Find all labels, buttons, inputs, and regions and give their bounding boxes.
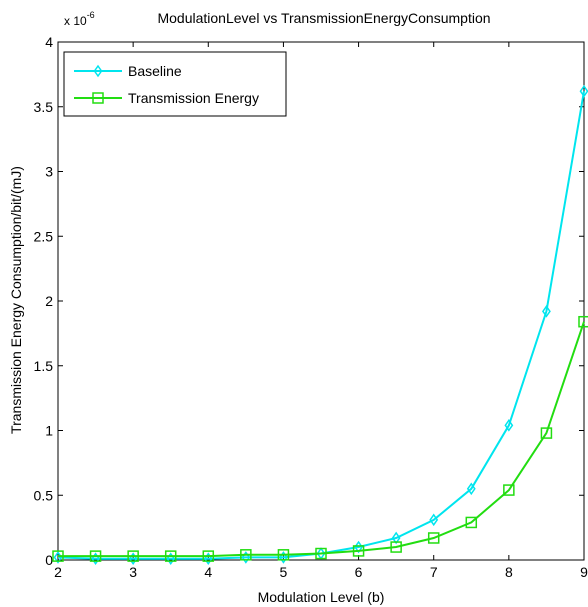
legend: Baseline Transmission Energy <box>63 51 287 117</box>
data-point <box>578 315 588 328</box>
y-tick-label: 0.5 <box>34 487 54 503</box>
legend-marker <box>92 92 104 104</box>
y-tick-label: 3 <box>45 164 53 180</box>
y-tick-label: 1.5 <box>34 358 54 374</box>
x-tick-label: 7 <box>430 564 438 580</box>
y-multiplier-exponent: -6 <box>87 10 95 20</box>
series-line <box>57 91 585 560</box>
series-layer <box>52 84 588 566</box>
data-point <box>240 549 252 561</box>
data-point <box>352 545 365 557</box>
y-tick-label: 2.5 <box>34 228 54 244</box>
series-line <box>58 321 585 558</box>
legend-label: Baseline <box>128 63 182 79</box>
data-point <box>127 550 139 562</box>
series-1 <box>52 315 588 562</box>
data-point <box>315 547 327 560</box>
y-multiplier: x 10-6 <box>64 10 95 28</box>
x-tick-label: 2 <box>54 564 62 580</box>
legend-box <box>63 51 287 117</box>
x-tick-label: 8 <box>505 564 513 580</box>
x-tick-label: 6 <box>355 564 363 580</box>
y-tick-label: 4 <box>45 34 53 50</box>
legend-marker <box>93 64 103 78</box>
data-point <box>465 516 478 529</box>
legend-label: Transmission Energy <box>128 90 259 106</box>
plot-area: 2 3 4 5 6 7 8 9 0 0.5 1 1.5 2 2.5 3 3.5 4 <box>34 34 588 580</box>
y-multiplier-base: x 10 <box>64 14 87 28</box>
data-point <box>542 305 551 318</box>
x-tick-label: 3 <box>129 564 137 580</box>
data-point <box>52 550 64 562</box>
data-point <box>540 427 553 439</box>
y-tick-label: 3.5 <box>34 99 54 115</box>
data-point <box>429 513 439 527</box>
data-point <box>579 84 588 98</box>
data-point <box>164 550 177 562</box>
y-tick-label: 1 <box>45 423 53 439</box>
chart-title: ModulationLevel vs TransmissionEnergyCon… <box>157 10 490 26</box>
data-point <box>202 550 215 562</box>
plot-frame <box>57 41 585 561</box>
data-point <box>503 484 515 496</box>
x-tick-label: 5 <box>280 564 288 580</box>
data-point <box>466 482 476 496</box>
legend-item: Baseline <box>74 63 182 79</box>
x-axis-label: Modulation Level (b) <box>258 589 385 605</box>
data-point <box>504 419 514 432</box>
legend-item: Transmission Energy <box>74 90 259 106</box>
x-tick-label: 4 <box>204 564 212 580</box>
data-point <box>391 531 401 545</box>
y-axis-label: Transmission Energy Consumption/bit/(mJ) <box>8 166 24 434</box>
data-point <box>390 541 402 553</box>
data-point <box>277 549 290 561</box>
data-point <box>89 550 102 562</box>
y-tick-label: 0 <box>45 552 53 568</box>
data-point <box>427 532 440 544</box>
y-tick-label: 2 <box>45 293 53 309</box>
x-tick-label: 9 <box>580 564 588 580</box>
